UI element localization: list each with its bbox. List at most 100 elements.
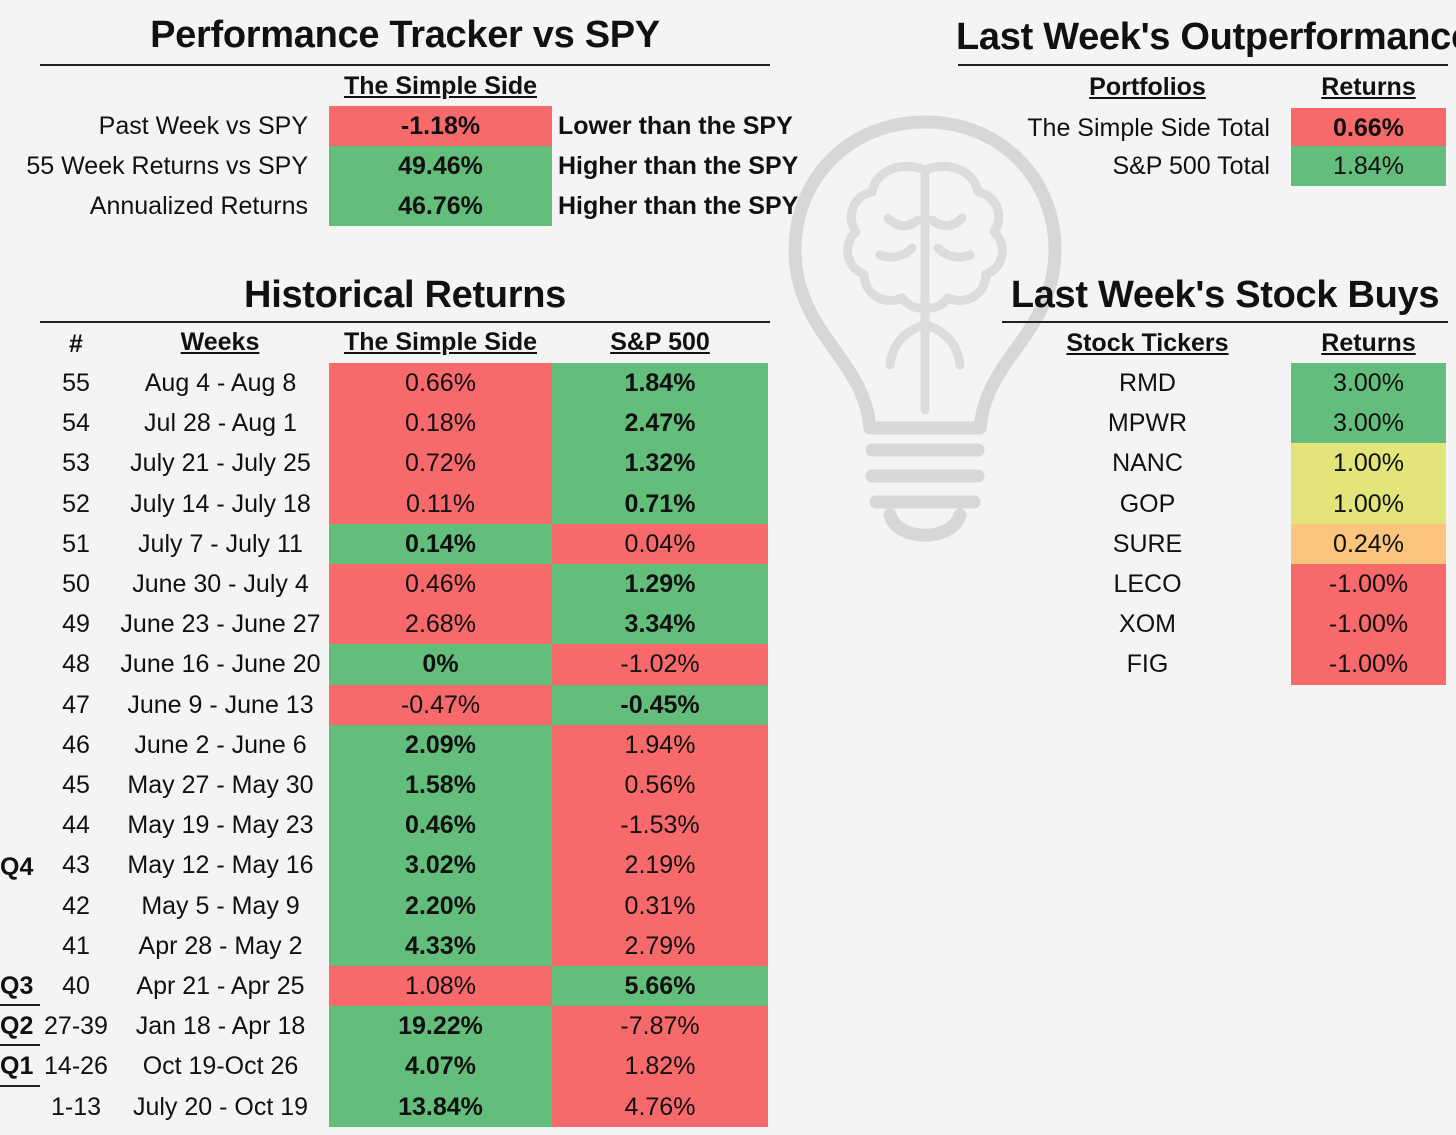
sp500-return: 4.76% xyxy=(552,1087,768,1127)
week-range: Jan 18 - Apr 18 xyxy=(135,1012,306,1040)
week-range: June 16 - June 20 xyxy=(120,650,321,678)
week-number: 27-39 xyxy=(44,1012,108,1040)
stock-return: -1.00% xyxy=(1291,644,1446,685)
sp500-header: S&P 500 xyxy=(610,328,710,356)
weeks-header: Weeks xyxy=(180,328,260,356)
sp500-return: 1.82% xyxy=(552,1046,768,1087)
week-range: May 27 - May 30 xyxy=(127,771,314,799)
week-range: July 20 - Oct 19 xyxy=(132,1093,309,1121)
stock-ticker: LECO xyxy=(1113,570,1182,598)
portfolio-return: 1.84% xyxy=(1291,146,1446,186)
quarter-label-q2: Q2 xyxy=(0,1012,34,1040)
week-range: Apr 28 - May 2 xyxy=(138,932,303,960)
sp500-return: 2.19% xyxy=(552,845,768,886)
week-number: 55 xyxy=(62,369,90,397)
sp500-return: -1.53% xyxy=(552,805,768,845)
tracker-title-rule xyxy=(40,64,770,66)
tickers-header: Stock Tickers xyxy=(1066,329,1229,357)
portfolio-name: The Simple Side Total xyxy=(1027,114,1270,142)
week-range: June 30 - July 4 xyxy=(132,570,309,598)
quarter-label-q3: Q3 xyxy=(0,972,34,1000)
week-number: 50 xyxy=(62,570,90,598)
week-range: June 23 - June 27 xyxy=(120,610,321,638)
week-number: 1-13 xyxy=(50,1093,102,1121)
quarter-label-q1: Q1 xyxy=(0,1052,34,1080)
simple-side-return: 2.68% xyxy=(329,604,552,644)
week-range: Oct 19-Oct 26 xyxy=(142,1052,299,1080)
simple-side-return: 4.33% xyxy=(329,926,552,966)
simple-side-return: -0.47% xyxy=(329,685,552,725)
simple-side-return: 0.66% xyxy=(329,363,552,403)
week-number: 53 xyxy=(62,449,90,477)
week-range: May 12 - May 16 xyxy=(127,851,314,879)
stock-ticker: RMD xyxy=(1119,369,1176,397)
stock-ticker: MPWR xyxy=(1107,409,1188,437)
sp500-return: 1.94% xyxy=(552,725,768,765)
week-number: 44 xyxy=(62,811,90,839)
week-number: 52 xyxy=(62,490,90,518)
stock-return: 3.00% xyxy=(1291,363,1446,403)
tracker-row-note: Lower than the SPY xyxy=(558,112,793,140)
sp500-return: -7.87% xyxy=(552,1006,768,1046)
stock-ticker: GOP xyxy=(1119,490,1176,518)
tracker-column-header: The Simple Side xyxy=(343,72,538,100)
simple-side-return: 0.18% xyxy=(329,403,552,443)
sp500-return: 1.32% xyxy=(552,443,768,484)
sp500-return: 0.71% xyxy=(552,484,768,524)
tracker-row-note: Higher than the SPY xyxy=(558,152,799,180)
simple-side-return: 0.46% xyxy=(329,805,552,845)
tracker-row-label: 55 Week Returns vs SPY xyxy=(26,152,308,180)
week-number: 40 xyxy=(62,972,90,1000)
tracker-row-label: Annualized Returns xyxy=(89,192,308,220)
week-range: May 19 - May 23 xyxy=(127,811,314,839)
sp500-return: 1.29% xyxy=(552,564,768,604)
stock-return: 3.00% xyxy=(1291,403,1446,443)
sp500-return: 0.56% xyxy=(552,765,768,805)
stock-ticker: SURE xyxy=(1112,530,1183,558)
simple-side-return: 0.11% xyxy=(329,484,552,524)
simple-side-return: 0% xyxy=(329,644,552,685)
simple-side-return: 0.14% xyxy=(329,524,552,564)
outperformance-returns-header: Returns xyxy=(1321,73,1416,101)
outperformance-title: Last Week's Outperformance xyxy=(956,16,1456,58)
week-number: 48 xyxy=(62,650,90,678)
simple-side-return: 19.22% xyxy=(329,1006,552,1046)
tracker-row-label: Past Week vs SPY xyxy=(98,112,308,140)
quarter-divider xyxy=(0,1004,40,1006)
sp500-return: 5.66% xyxy=(552,966,768,1006)
week-number: 42 xyxy=(62,892,90,920)
week-number: 49 xyxy=(62,610,90,638)
week-range: May 5 - May 9 xyxy=(141,892,300,920)
simple-side-return: 13.84% xyxy=(329,1087,552,1127)
week-number: 43 xyxy=(62,851,90,879)
simple-side-header: The Simple Side xyxy=(343,328,538,356)
simple-side-return: 0.46% xyxy=(329,564,552,604)
stock-return: -1.00% xyxy=(1291,564,1446,604)
stock-return: 0.24% xyxy=(1291,524,1446,564)
week-number: 45 xyxy=(62,771,90,799)
stock-ticker: NANC xyxy=(1112,449,1183,477)
sp500-return: 2.79% xyxy=(552,926,768,966)
quarter-label-q4: Q4 xyxy=(0,853,34,881)
tracker-row-note: Higher than the SPY xyxy=(558,192,799,220)
sp500-return: 0.31% xyxy=(552,886,768,926)
stock-return: 1.00% xyxy=(1291,484,1446,524)
buys-returns-header: Returns xyxy=(1321,329,1416,357)
portfolio-name: S&P 500 Total xyxy=(1112,152,1270,180)
portfolios-header: Portfolios xyxy=(1089,73,1206,101)
week-range: Apr 21 - Apr 25 xyxy=(136,972,305,1000)
simple-side-return: 1.08% xyxy=(329,966,552,1006)
stock-return: 1.00% xyxy=(1291,443,1446,484)
week-range: July 7 - July 11 xyxy=(138,530,303,558)
sp500-return: 1.84% xyxy=(552,363,768,403)
buys-title: Last Week's Stock Buys xyxy=(1010,274,1440,316)
historical-title: Historical Returns xyxy=(244,274,566,316)
simple-side-return: 4.07% xyxy=(329,1046,552,1087)
sp500-return: -0.45% xyxy=(552,685,768,725)
quarter-divider xyxy=(0,1044,40,1046)
week-range: July 14 - July 18 xyxy=(130,490,311,518)
week-range: June 2 - June 6 xyxy=(134,731,307,759)
week-range: June 9 - June 13 xyxy=(127,691,314,719)
sp500-return: 2.47% xyxy=(552,403,768,443)
sp500-return: -1.02% xyxy=(552,644,768,685)
